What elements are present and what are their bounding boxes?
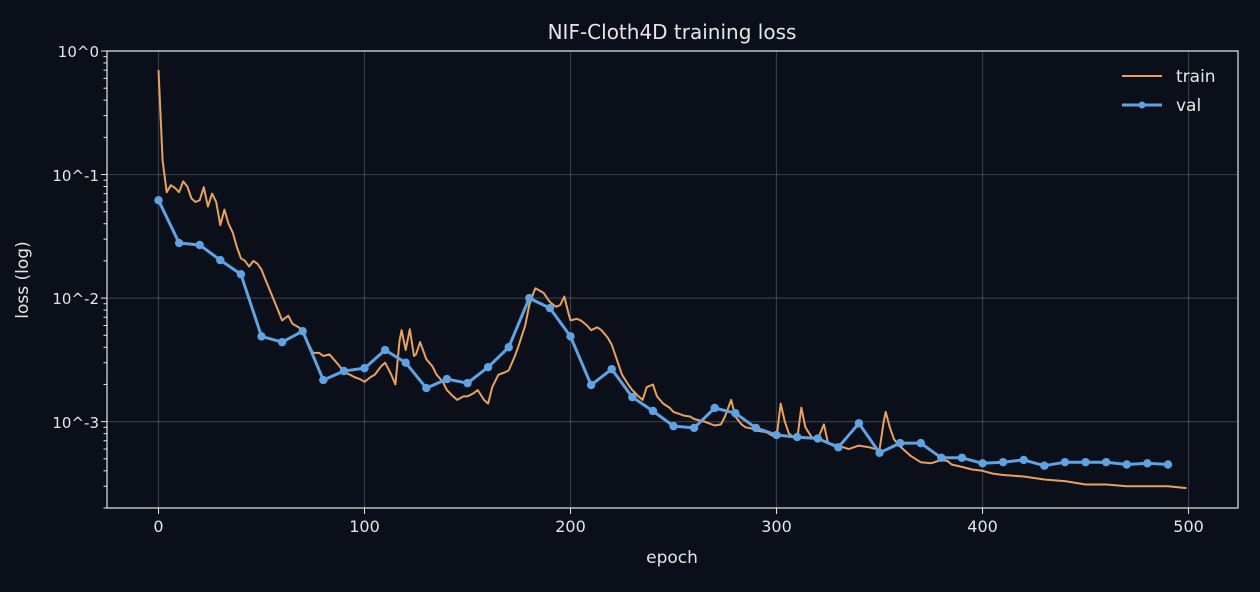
val-point [1143,459,1152,468]
val-point [710,403,719,413]
val-point [916,438,925,448]
val-point [566,332,575,341]
y-tick-label: 10^-2 [52,290,99,308]
val-point [298,326,307,336]
val-point [339,366,349,376]
val-point [586,380,596,390]
val-point [1040,461,1049,470]
val-point [772,430,781,440]
val-point [422,383,431,393]
val-point [854,419,864,428]
val-point [525,293,534,303]
val-point [236,270,246,279]
val-point [504,343,513,352]
x-tick-label: 500 [1173,517,1204,536]
legend-train-label: train [1176,67,1216,87]
val-point [545,303,555,313]
y-tick-labels: 10^0 10^-1 10^-2 10^-3 [52,43,99,432]
val-point [1081,457,1090,467]
series [154,70,1187,490]
val-point [607,364,616,374]
y-tick-label: 10^-1 [52,167,99,185]
val-point [1101,457,1111,467]
val-point [1163,460,1173,469]
val-point [998,457,1008,467]
val-point [360,363,369,373]
x-tick-label: 100 [349,517,380,536]
val-point [628,392,637,402]
val-point [937,453,946,462]
y-tick-label: 10^0 [58,43,99,61]
val-point [813,434,822,443]
val-point [834,443,843,452]
y-tick-label: 10^-3 [52,414,99,432]
val-point [957,453,967,462]
val-point [895,438,905,448]
val-point [401,358,410,367]
val-point [875,448,884,457]
val-point [689,423,699,433]
x-axis-label: epoch [646,548,698,568]
val-point [463,378,472,388]
ticks: 0 100 200 300 400 500 [101,50,1204,536]
val-point [319,375,328,385]
val-point [669,421,678,431]
legend-val-marker [1138,101,1146,109]
x-tick-label: 300 [761,517,792,536]
val-point [731,409,740,418]
val-point [751,423,761,433]
val-point [648,406,658,416]
val-point [216,255,225,265]
val-point [1019,455,1028,465]
train-line [157,70,1187,490]
val-point [442,374,452,384]
val-point [483,362,493,372]
val-point [257,332,266,341]
x-tick-label: 200 [555,517,586,536]
val-point [978,459,987,468]
chart-title: NIF-Cloth4D training loss [548,20,797,44]
val-point [1122,460,1131,469]
x-tick-label: 400 [967,517,998,536]
val-point [380,345,390,355]
val-point [174,238,184,248]
val-point [277,337,287,347]
val-point [792,432,802,442]
legend-val-label: val [1176,96,1201,116]
y-axis-label: loss (log) [13,241,33,318]
x-tick-label: 0 [153,517,163,536]
val-point [195,240,204,250]
val-point [1060,457,1070,467]
legend: train val [1122,67,1216,116]
val-point [154,195,163,205]
plot-frame [106,50,1239,509]
